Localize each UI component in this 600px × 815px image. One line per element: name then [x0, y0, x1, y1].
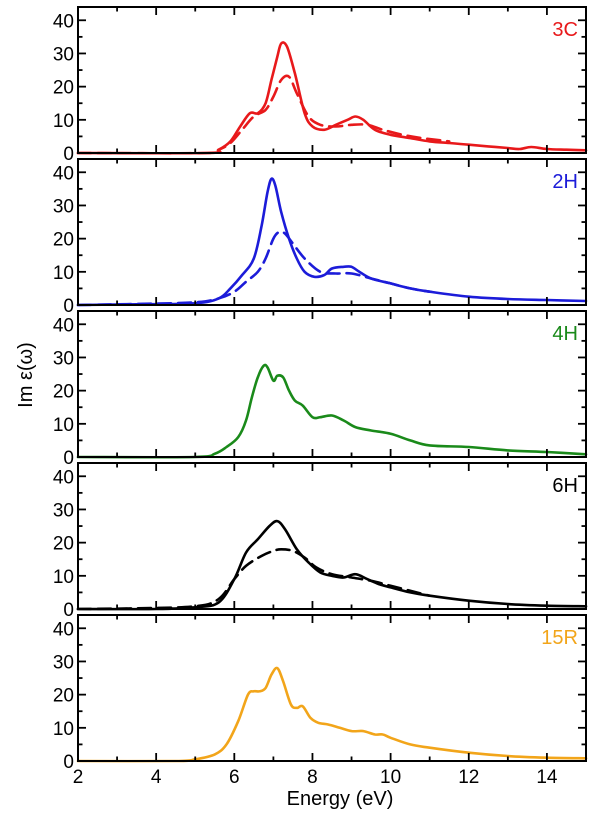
y-tick-label: 10 [53, 263, 74, 284]
panel-frame [77, 462, 587, 610]
y-axis-title: Im ε(ω) [15, 342, 37, 408]
panel-label: 3C [552, 19, 578, 41]
panel-label: 15R [541, 627, 578, 649]
y-tick-label: 10 [53, 415, 74, 436]
y-tick-label: 40 [53, 163, 74, 184]
panel-frame [77, 158, 587, 306]
series-line-dashed [76, 230, 431, 307]
y-tick-label: 30 [53, 196, 74, 217]
panel-6h: 0 10 20 30 40 6H [53, 462, 588, 621]
y-tick-label: 10 [53, 111, 74, 132]
y-tick-label: 40 [53, 315, 74, 336]
y-tick-label: 40 [53, 619, 74, 640]
panel-frame [77, 310, 587, 458]
y-tick-label: 0 [63, 296, 74, 317]
y-tick-label: 10 [53, 719, 74, 740]
x-tick-label: 2 [73, 767, 84, 788]
x-axis-title: Energy (eV) [287, 788, 394, 810]
y-tick-label: 20 [53, 78, 74, 99]
y-tick-label: 0 [63, 752, 74, 773]
panel-4h: 0 10 20 30 40 4H [53, 310, 588, 469]
y-tick-label: 20 [53, 230, 74, 251]
panel-label: 6H [552, 475, 578, 497]
series-line-solid [76, 177, 588, 307]
panel-frame [77, 6, 587, 154]
y-tick-label: 40 [53, 11, 74, 32]
series-line-solid [76, 519, 588, 611]
x-tick-label: 12 [458, 767, 479, 788]
panel-label: 4H [552, 323, 578, 345]
series-line-solid [76, 363, 588, 459]
panel-3c: 0 10 20 30 40 3C [53, 6, 588, 165]
y-tick-label: 0 [63, 448, 74, 469]
y-tick-label: 30 [53, 44, 74, 65]
panel-15r: 0 10 20 30 40 15R [53, 614, 588, 773]
series-line-dashed [76, 74, 451, 155]
y-tick-label: 0 [63, 144, 74, 165]
y-tick-label: 20 [53, 686, 74, 707]
x-tick-label: 4 [151, 767, 162, 788]
y-tick-label: 10 [53, 567, 74, 588]
series-line-solid [76, 666, 588, 763]
x-tick-label: 8 [307, 767, 318, 788]
y-tick-label: 20 [53, 382, 74, 403]
y-tick-label: 30 [53, 500, 74, 521]
x-tick-label: 14 [536, 767, 558, 788]
panel-2h: 0 10 20 30 40 2H [53, 158, 588, 317]
series-line-solid [76, 41, 588, 155]
series-line-dashed [76, 548, 431, 611]
y-tick-label: 30 [53, 348, 74, 369]
x-tick-label: 6 [229, 767, 240, 788]
panel-frame [77, 614, 587, 762]
y-tick-label: 20 [53, 534, 74, 555]
y-tick-label: 0 [63, 600, 74, 621]
x-tick-label: 10 [380, 767, 401, 788]
y-tick-label: 40 [53, 467, 74, 488]
y-tick-label: 30 [53, 652, 74, 673]
panel-label: 2H [552, 171, 578, 193]
